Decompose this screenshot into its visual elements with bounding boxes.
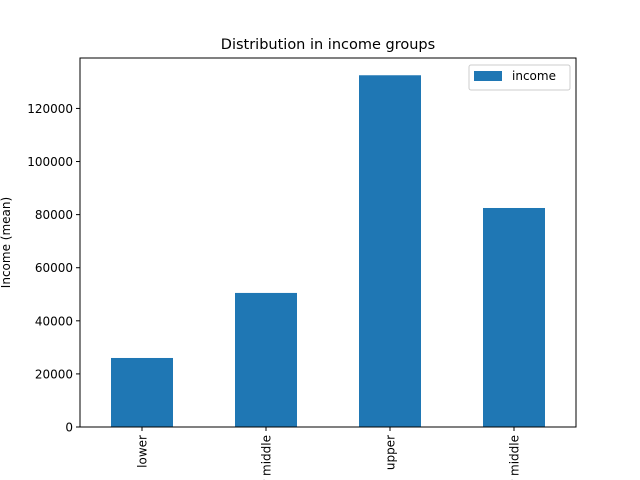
x-tick-label: lower	[136, 435, 150, 468]
x-tick-label: upper middle	[508, 435, 522, 480]
y-axis: 0 20000 40000 60000 80000 100000 120000	[27, 102, 80, 435]
y-tick-label: 80000	[35, 208, 73, 222]
y-axis-label: Income (mean)	[0, 197, 13, 288]
y-tick-label: 20000	[35, 367, 73, 381]
plot-frame	[79, 57, 577, 428]
y-tick-label: 100000	[27, 155, 73, 169]
legend-swatch-income	[474, 71, 502, 81]
y-tick-label: 120000	[27, 102, 73, 116]
bar-lower	[111, 357, 173, 427]
legend[interactable]: income	[468, 64, 571, 91]
y-tick-label: 40000	[35, 314, 73, 328]
chart-title: Distribution in income groups	[221, 37, 435, 53]
bar-upper-middle	[483, 207, 545, 427]
y-tick-label: 0	[65, 421, 73, 435]
x-tick-label: lower middle	[260, 435, 274, 480]
x-tick-label: upper	[384, 435, 398, 470]
legend-label-income: income	[512, 69, 556, 83]
y-tick-label: 60000	[35, 261, 73, 275]
bars-layer	[111, 75, 545, 427]
x-axis: lower lower middle upper upper middle	[136, 427, 522, 480]
bar-upper	[359, 75, 421, 427]
bar-lower-middle	[235, 292, 297, 427]
